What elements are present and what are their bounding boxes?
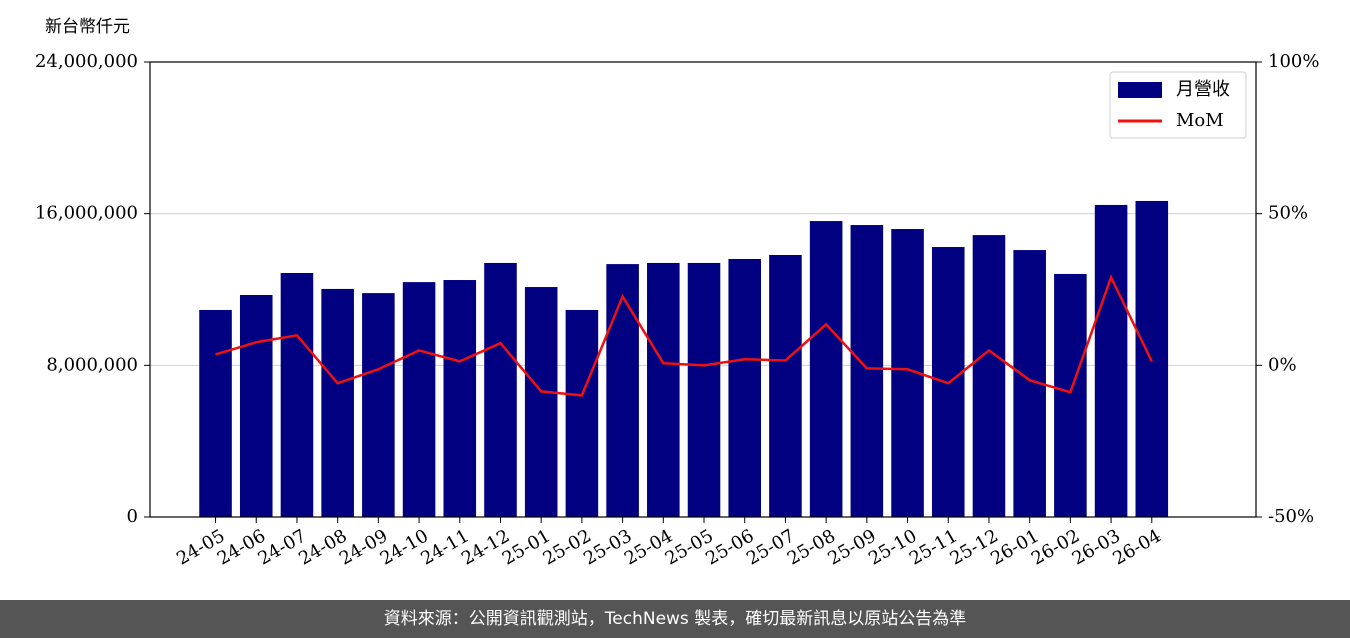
- bar: [972, 235, 1006, 517]
- y-tick-label: 24,000,000: [35, 51, 138, 72]
- bar: [687, 262, 721, 517]
- bar: [524, 287, 558, 517]
- bar: [484, 262, 517, 517]
- bar: [565, 309, 599, 517]
- y-tick-label: 8,000,000: [46, 354, 138, 375]
- bar: [728, 258, 762, 517]
- legend-label: 月營收: [1176, 79, 1230, 100]
- bar: [321, 288, 354, 517]
- bar: [402, 282, 436, 517]
- y-tick-label: 0: [127, 506, 138, 527]
- bar: [850, 225, 884, 517]
- x-tick-label: 26-04: [1109, 525, 1164, 569]
- y-axis-label: 新台幣仟元: [45, 17, 130, 37]
- bar: [199, 309, 232, 517]
- bar: [362, 293, 395, 517]
- bar: [1054, 273, 1087, 517]
- y2-tick-label: 0%: [1268, 354, 1297, 375]
- bar: [606, 264, 639, 517]
- footer: 資料來源：公開資訊觀測站，TechNews 製表，確切最新訊息以原站公告為準: [0, 600, 1350, 638]
- legend-swatch: [1118, 82, 1162, 98]
- bar: [280, 273, 314, 517]
- plot-frame: [149, 61, 1257, 518]
- line: [215, 274, 1153, 397]
- y2-tick-label: -50%: [1268, 506, 1314, 527]
- bar: [239, 294, 273, 517]
- y2-tick-label: 50%: [1268, 203, 1308, 224]
- bar: [1094, 204, 1128, 517]
- legend-label: MoM: [1176, 110, 1224, 131]
- bar: [443, 280, 477, 517]
- bar: [647, 262, 680, 517]
- bar: [769, 254, 802, 517]
- chart: 新台幣仟元 0 8,000,000 16,000,000 24,000,000 -50%…: [35, 17, 1320, 570]
- bar: [809, 221, 843, 517]
- y-tick-label: 16,000,000: [35, 203, 138, 224]
- y2-tick-label: 100%: [1268, 51, 1319, 72]
